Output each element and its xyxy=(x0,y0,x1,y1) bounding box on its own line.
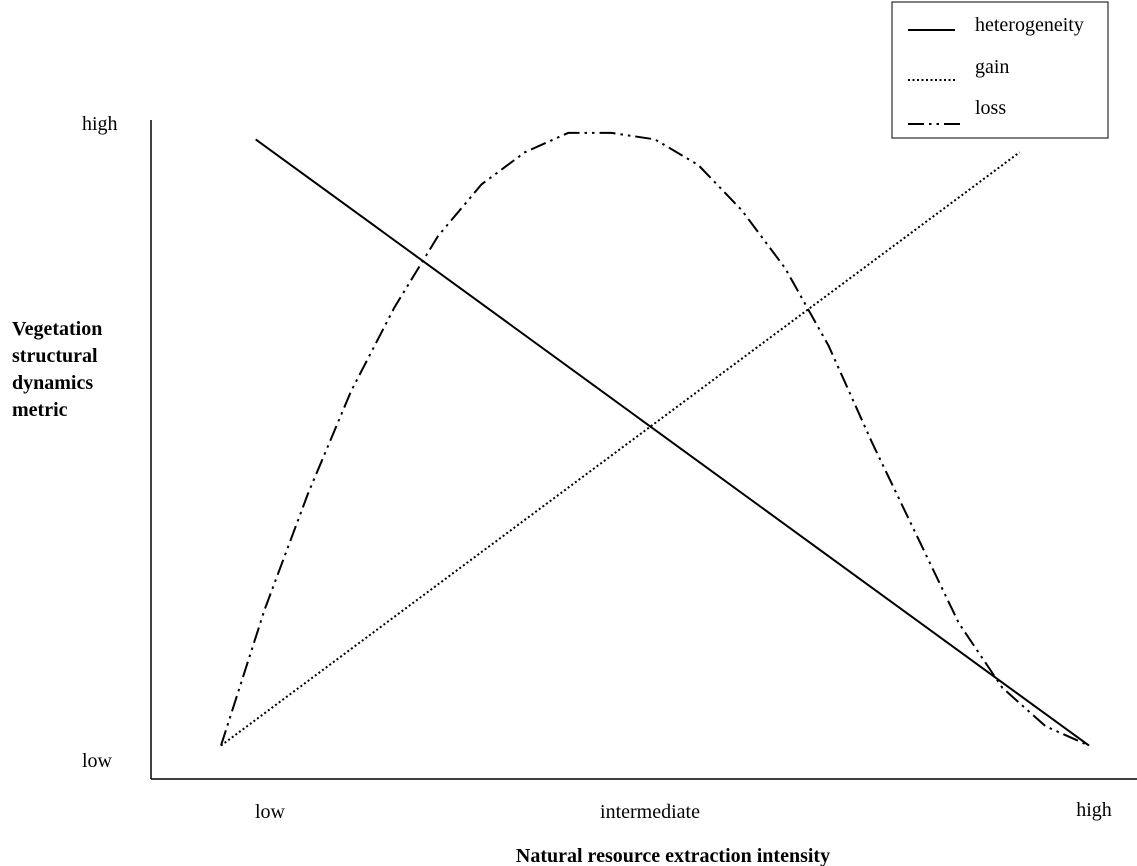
y-axis-title-line-2: structural xyxy=(12,345,98,367)
y-tick-label-high: high xyxy=(82,113,118,135)
series-line-heterogeneity xyxy=(255,138,1090,747)
y-tick-label-low: low xyxy=(82,750,113,772)
legend-label-loss: loss xyxy=(975,97,1006,119)
x-axis-title: Natural resource extraction intensity xyxy=(516,845,830,866)
legend-label-heterogeneity: heterogeneity xyxy=(975,14,1084,36)
legend-label-gain: gain xyxy=(975,56,1009,78)
y-axis-title-line-3: dynamics xyxy=(12,372,93,394)
x-tick-label-low: low xyxy=(255,801,286,823)
legend-box xyxy=(891,1,1109,139)
series-line-gain xyxy=(220,151,1021,747)
series-line-loss xyxy=(220,131,1090,747)
x-tick-label-intermediate: intermediate xyxy=(600,801,700,823)
x-tick-label-high: high xyxy=(1076,799,1112,821)
y-axis-title-line-4: metric xyxy=(12,399,68,421)
legend: heterogeneity gain loss xyxy=(891,1,1109,139)
y-axis-title-line-1: Vegetation xyxy=(12,318,102,340)
